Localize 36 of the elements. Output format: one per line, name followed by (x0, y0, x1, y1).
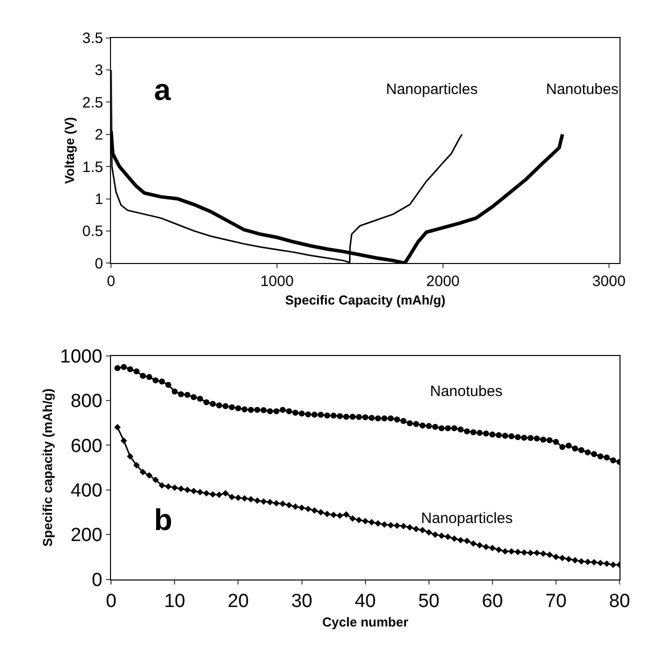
y-tick-label: 2.5 (82, 94, 104, 112)
y-tick-label: 3.5 (82, 30, 104, 48)
y-tick-label: 1 (94, 191, 104, 208)
y-tick-label: 800 (70, 391, 102, 412)
x-tick-label: 1000 (260, 273, 294, 290)
y-tick-label: 0.5 (82, 223, 104, 240)
text: Nanotubes (546, 81, 619, 98)
x-tick-label: 0 (106, 273, 116, 290)
y-axis-title: Specific capacity (mAh/g) (40, 388, 55, 547)
x-tick-label: 50 (418, 591, 440, 612)
y-tick-label: 2 (94, 126, 104, 144)
y-axis-title: Voltage (V) (62, 116, 78, 184)
x-tick-label: 10 (164, 591, 186, 612)
y-tick-label: 3 (94, 62, 104, 80)
x-tick-label: 30 (291, 591, 312, 612)
text: Nanoparticles (386, 81, 478, 98)
y-tick-label: 0 (92, 570, 102, 591)
x-tick-label: 3000 (592, 273, 626, 290)
y-tick-label: 1.5 (82, 158, 104, 176)
series-label: Nanoparticles (421, 510, 513, 527)
y-tick-label: 200 (70, 525, 102, 546)
y-tick-label: 1000 (60, 346, 102, 368)
y-tick-label: 600 (70, 436, 102, 457)
x-axis-title: Specific Capacity (mAh/g) (285, 292, 446, 308)
x-tick-label: 60 (482, 591, 503, 612)
series-label: Nanotubes (430, 383, 503, 400)
x-tick-label: 80 (608, 591, 630, 612)
x-tick-label: 70 (545, 591, 567, 612)
x-tick-label: 20 (228, 591, 249, 612)
y-tick-label: 0 (94, 255, 104, 272)
annotation: b (154, 504, 172, 537)
annotation: a (154, 74, 171, 107)
x-axis-title: Cycle number (322, 614, 408, 630)
x-tick-label: 2000 (426, 273, 460, 290)
x-tick-label: 40 (354, 591, 376, 612)
y-tick-label: 400 (70, 480, 102, 502)
